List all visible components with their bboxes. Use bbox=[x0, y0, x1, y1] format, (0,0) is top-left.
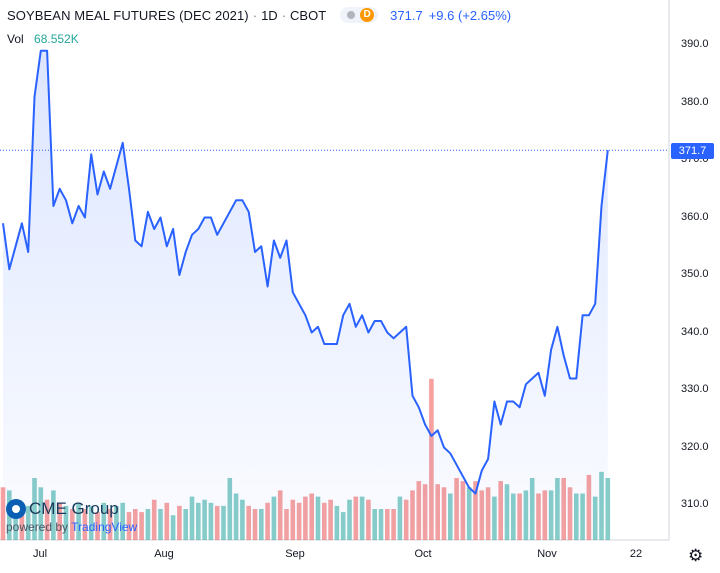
volume-value: 68.552K bbox=[34, 32, 79, 46]
y-tick-label: 310.0 bbox=[681, 498, 709, 510]
market-status-flag[interactable]: D bbox=[340, 7, 379, 23]
symbol-title[interactable]: SOYBEAN MEAL FUTURES (DEC 2021) bbox=[7, 7, 249, 23]
y-tick-label: 360.0 bbox=[681, 210, 709, 223]
separator-dot: · bbox=[252, 7, 258, 23]
last-price-tag: 371.7 bbox=[671, 143, 714, 159]
x-tick-label: Sep bbox=[285, 548, 305, 560]
x-tick-label: 22 bbox=[629, 548, 643, 560]
chart-header: SOYBEAN MEAL FUTURES (DEC 2021) · 1D · C… bbox=[7, 7, 511, 23]
delayed-data-icon: D bbox=[360, 8, 375, 22]
y-tick-label: 380.0 bbox=[681, 95, 709, 108]
x-tick-label: Nov bbox=[537, 548, 557, 560]
price-line bbox=[2, 49, 609, 495]
gear-icon[interactable]: ⚙ bbox=[688, 546, 704, 565]
y-tick-label: 330.0 bbox=[681, 383, 709, 395]
last-price: 371.7 bbox=[390, 7, 423, 23]
price-change: +9.6 (+2.65%) bbox=[428, 7, 512, 23]
tradingview-label: TradingView bbox=[71, 520, 138, 534]
price-area-fill bbox=[3, 50, 608, 541]
x-tick-label: Oct bbox=[414, 548, 432, 560]
y-tick-label: 320.0 bbox=[681, 440, 709, 453]
logo-name: CME Group bbox=[29, 499, 119, 518]
y-tick-label: 340.0 bbox=[681, 325, 709, 338]
y-tick-label: 350.0 bbox=[681, 268, 709, 280]
y-tick-label: 390.0 bbox=[681, 38, 709, 50]
status-dot-icon bbox=[347, 11, 356, 19]
cme-tradingview-logo[interactable]: CME Group powered by TradingView bbox=[6, 499, 137, 534]
separator-dot: · bbox=[281, 7, 287, 23]
powered-by-label: powered by bbox=[6, 520, 69, 534]
cme-globe-icon bbox=[6, 499, 26, 519]
x-tick-label: Aug bbox=[154, 548, 174, 560]
volume-legend: Vol 68.552K bbox=[7, 32, 79, 46]
exchange-label: CBOT bbox=[290, 7, 327, 23]
volume-label: Vol bbox=[7, 32, 24, 46]
x-tick-label: Jul bbox=[32, 548, 48, 560]
interval-label[interactable]: 1D bbox=[261, 7, 278, 23]
